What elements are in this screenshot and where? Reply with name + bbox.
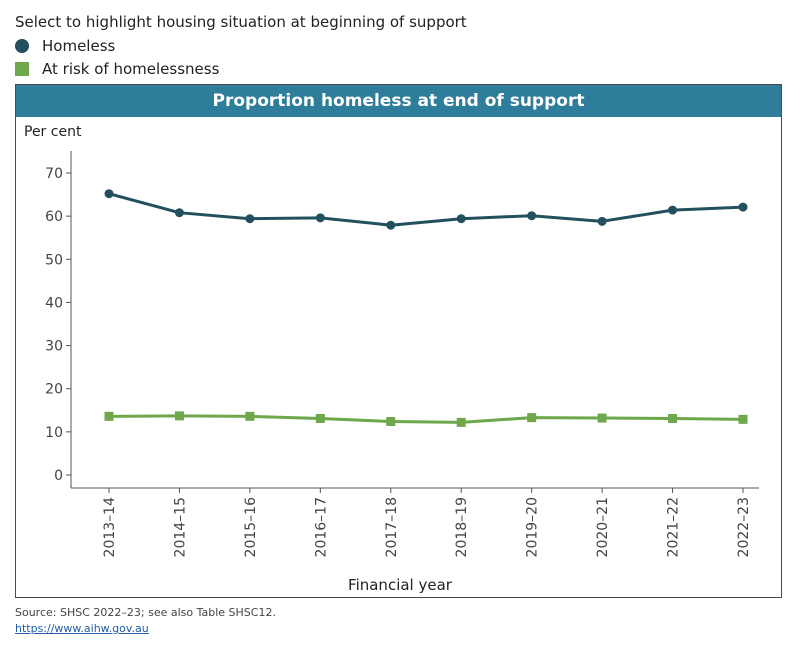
data-point-at-risk bbox=[668, 413, 678, 423]
y-tick-label: 30 bbox=[45, 339, 63, 355]
legend-title: Select to highlight housing situation at… bbox=[15, 13, 467, 31]
data-point-homeless bbox=[738, 202, 748, 212]
data-point-at-risk bbox=[597, 413, 607, 423]
data-point-homeless bbox=[315, 213, 325, 223]
chart-title: Proportion homeless at end of support bbox=[16, 85, 781, 117]
legend-item-at-risk[interactable]: At risk of homelessness bbox=[15, 60, 219, 78]
x-tick-label: 2015–16 bbox=[243, 497, 259, 558]
x-tick-label: 2018–19 bbox=[454, 497, 470, 557]
legend-item-homeless[interactable]: Homeless bbox=[15, 37, 115, 55]
x-tick-label: 2021–22 bbox=[666, 497, 682, 557]
y-tick-label: 50 bbox=[45, 252, 63, 268]
data-point-homeless bbox=[668, 205, 678, 215]
legend-label-at-risk: At risk of homelessness bbox=[42, 60, 220, 78]
y-tick-label: 70 bbox=[45, 166, 63, 182]
x-tick-label: 2013–14 bbox=[102, 497, 118, 558]
y-tick-label: 20 bbox=[45, 382, 63, 398]
y-tick-label: 10 bbox=[45, 425, 63, 441]
x-tick-label: 2016–17 bbox=[313, 497, 329, 557]
data-point-at-risk bbox=[104, 411, 114, 421]
data-point-homeless bbox=[386, 220, 396, 230]
x-axis-label: Financial year bbox=[348, 576, 453, 594]
data-point-homeless bbox=[597, 216, 607, 226]
x-tick-label: 2020–21 bbox=[595, 497, 611, 557]
y-tick-label: 0 bbox=[54, 468, 63, 484]
source-note: Source: SHSC 2022–23; see also Table SHS… bbox=[15, 606, 276, 619]
square-marker-icon bbox=[15, 62, 29, 76]
data-point-at-risk bbox=[315, 413, 325, 423]
x-tick-label: 2019–20 bbox=[525, 497, 541, 557]
data-point-at-risk bbox=[386, 417, 396, 427]
data-point-at-risk bbox=[527, 413, 537, 423]
data-point-homeless bbox=[245, 214, 255, 224]
data-point-at-risk bbox=[456, 417, 466, 427]
x-tick-label: 2017–18 bbox=[384, 497, 400, 557]
data-point-at-risk bbox=[174, 411, 184, 421]
data-point-homeless bbox=[456, 214, 466, 224]
y-tick-label: 40 bbox=[45, 295, 63, 311]
data-point-at-risk bbox=[245, 411, 255, 421]
legend-label-homeless: Homeless bbox=[42, 37, 116, 55]
y-axis-label: Per cent bbox=[24, 124, 82, 140]
chart-panel: Proportion homeless at end of support Pe… bbox=[15, 84, 782, 598]
y-tick-label: 60 bbox=[45, 209, 63, 225]
data-point-homeless bbox=[174, 208, 184, 218]
series-line-at-risk bbox=[108, 414, 744, 424]
series-line-homeless bbox=[108, 192, 744, 227]
data-point-homeless bbox=[527, 211, 537, 221]
line-chart: Per cent 0 10 20 30 40 50 60 70 2013–14 2014–15 201… bbox=[24, 124, 759, 594]
data-point-homeless bbox=[104, 189, 114, 199]
x-tick-label: 2014–15 bbox=[172, 497, 188, 557]
x-tick-label: 2022–23 bbox=[736, 497, 752, 557]
circle-marker-icon bbox=[15, 39, 29, 53]
data-point-at-risk bbox=[738, 414, 748, 424]
source-link[interactable]: https://www.aihw.gov.au bbox=[15, 622, 149, 635]
